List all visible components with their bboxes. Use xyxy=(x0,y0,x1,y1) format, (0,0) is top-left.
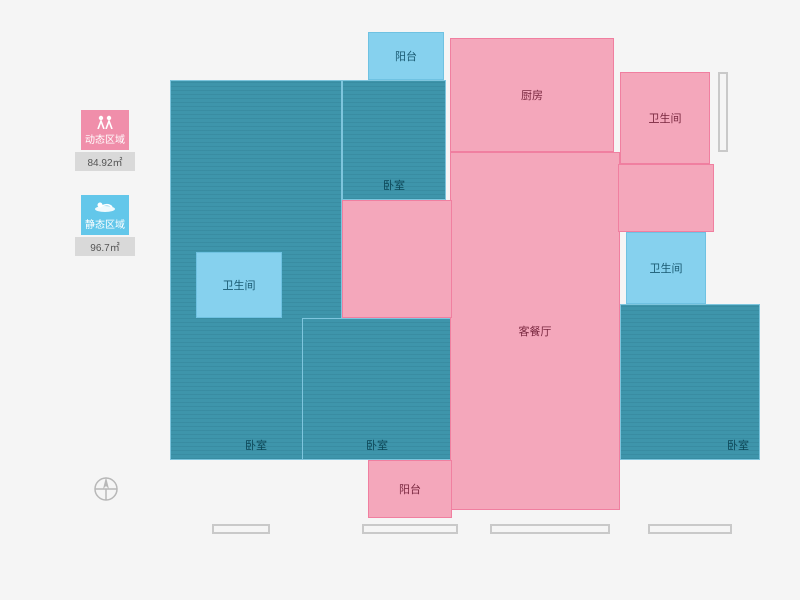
legend-static-swatch: 静态区域 xyxy=(81,195,129,235)
room-kitchen: 厨房 xyxy=(450,38,614,152)
room-bedroom-mid: 卧室 xyxy=(302,318,452,460)
room-label-bath-right: 卫生间 xyxy=(650,260,683,276)
room-label-bedroom-top: 卧室 xyxy=(383,177,405,193)
legend-static-value: 96.7㎡ xyxy=(75,237,135,256)
room-label-kitchen: 厨房 xyxy=(521,87,543,103)
legend-static: 静态区域 96.7㎡ xyxy=(75,195,135,256)
room-label-bedroom-mid: 卧室 xyxy=(366,437,388,453)
room-label-balcony-bottom: 阳台 xyxy=(399,481,421,497)
exterior-mark-0 xyxy=(212,524,270,534)
room-bedroom-top: 卧室 xyxy=(342,80,446,200)
room-passage-right xyxy=(618,164,714,232)
compass-icon xyxy=(92,475,120,508)
sleep-icon xyxy=(94,200,116,212)
room-bath-left: 卫生间 xyxy=(196,252,282,318)
room-label-living: 客餐厅 xyxy=(519,323,552,339)
people-icon xyxy=(95,115,115,129)
exterior-mark-4 xyxy=(718,72,728,152)
legend: 动态区域 84.92㎡ 静态区域 96.7㎡ xyxy=(75,110,135,280)
legend-dynamic-swatch: 动态区域 xyxy=(81,110,129,150)
exterior-mark-1 xyxy=(362,524,458,534)
room-bath-right: 卫生间 xyxy=(626,232,706,304)
legend-dynamic: 动态区域 84.92㎡ xyxy=(75,110,135,171)
exterior-mark-3 xyxy=(648,524,732,534)
room-label-bedroom-right: 卧室 xyxy=(727,437,749,453)
room-balcony-top: 阳台 xyxy=(368,32,444,80)
room-label-bath-top-right: 卫生间 xyxy=(649,110,682,126)
room-label-balcony-top: 阳台 xyxy=(395,48,417,64)
room-bedroom-right: 卧室 xyxy=(620,304,760,460)
room-label-bedroom-left-big: 卧室 xyxy=(245,437,267,453)
room-bath-top-right: 卫生间 xyxy=(620,72,710,164)
room-balcony-bottom: 阳台 xyxy=(368,460,452,518)
exterior-mark-2 xyxy=(490,524,610,534)
legend-static-label: 静态区域 xyxy=(85,216,125,231)
legend-dynamic-value: 84.92㎡ xyxy=(75,152,135,171)
room-label-bath-left: 卫生间 xyxy=(223,277,256,293)
room-living: 客餐厅 xyxy=(450,152,620,510)
room-passage-mid xyxy=(342,200,452,318)
legend-dynamic-label: 动态区域 xyxy=(85,131,125,146)
floorplan: 阳台厨房卫生间卧室卧室卫生间卧室客餐厅卫生间卧室阳台 xyxy=(170,32,762,562)
